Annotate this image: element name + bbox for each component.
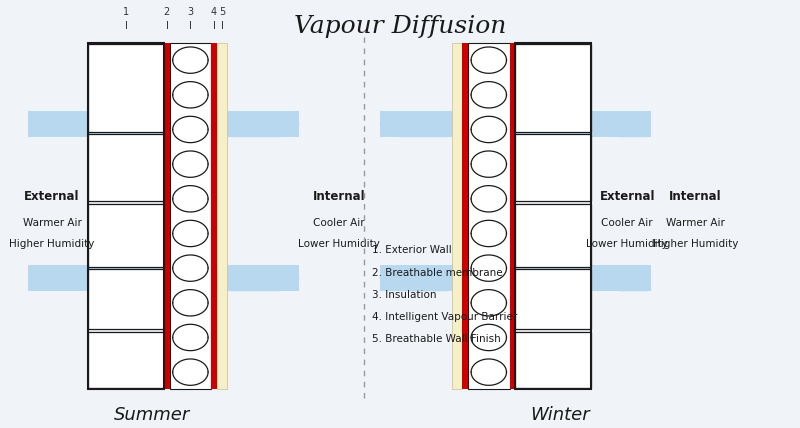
Text: Cooler Air: Cooler Air [314, 217, 365, 228]
Text: Winter: Winter [530, 406, 590, 424]
Text: Lower Humidity: Lower Humidity [298, 239, 380, 249]
Text: Internal: Internal [313, 190, 366, 203]
Bar [164, 43, 170, 389]
Text: External: External [24, 190, 80, 203]
Text: 3: 3 [187, 7, 194, 17]
Text: 2. Breathable membrane: 2. Breathable membrane [372, 268, 502, 278]
FancyArrow shape [231, 266, 299, 291]
Text: 5: 5 [219, 7, 225, 17]
Bar [380, 265, 651, 291]
Bar [468, 43, 510, 389]
Text: Warmer Air: Warmer Air [22, 217, 82, 228]
Text: Internal: Internal [669, 190, 722, 203]
Bar [515, 204, 591, 267]
Text: 4: 4 [211, 7, 217, 17]
Text: Lower Humidity: Lower Humidity [586, 239, 668, 249]
Bar [88, 204, 164, 267]
Bar [510, 43, 515, 389]
Text: Vapour Diffusion: Vapour Diffusion [294, 15, 506, 38]
FancyArrow shape [600, 266, 647, 291]
Text: Cooler Air: Cooler Air [602, 217, 653, 228]
Text: Higher Humidity: Higher Humidity [653, 239, 738, 249]
Text: 1: 1 [123, 7, 129, 17]
FancyArrow shape [380, 112, 448, 137]
FancyArrow shape [231, 112, 299, 137]
Text: 2: 2 [164, 7, 170, 17]
Text: Warmer Air: Warmer Air [666, 217, 725, 228]
Bar [452, 43, 462, 389]
Bar [515, 332, 591, 388]
Bar [88, 44, 164, 132]
Bar [88, 134, 164, 201]
Bar [88, 270, 164, 329]
Bar [88, 332, 164, 388]
Bar [217, 43, 227, 389]
Bar [28, 111, 299, 137]
Text: 3. Insulation: 3. Insulation [372, 290, 437, 300]
Bar [211, 43, 217, 389]
Text: 4. Intelligent Vapour Barrier: 4. Intelligent Vapour Barrier [372, 312, 518, 322]
Text: Summer: Summer [114, 406, 190, 424]
Bar [515, 44, 591, 132]
Text: Higher Humidity: Higher Humidity [10, 239, 94, 249]
FancyArrow shape [600, 112, 647, 137]
Bar [88, 43, 164, 389]
Bar [515, 270, 591, 329]
Bar [380, 111, 651, 137]
Bar [28, 265, 299, 291]
Bar [515, 134, 591, 201]
Bar [462, 43, 468, 389]
Text: External: External [599, 190, 655, 203]
FancyArrow shape [380, 266, 448, 291]
Text: 5. Breathable Wall Finish: 5. Breathable Wall Finish [372, 334, 501, 345]
Text: 1. Exterior Wall: 1. Exterior Wall [372, 245, 452, 256]
Bar [170, 43, 211, 389]
Bar [515, 43, 591, 389]
